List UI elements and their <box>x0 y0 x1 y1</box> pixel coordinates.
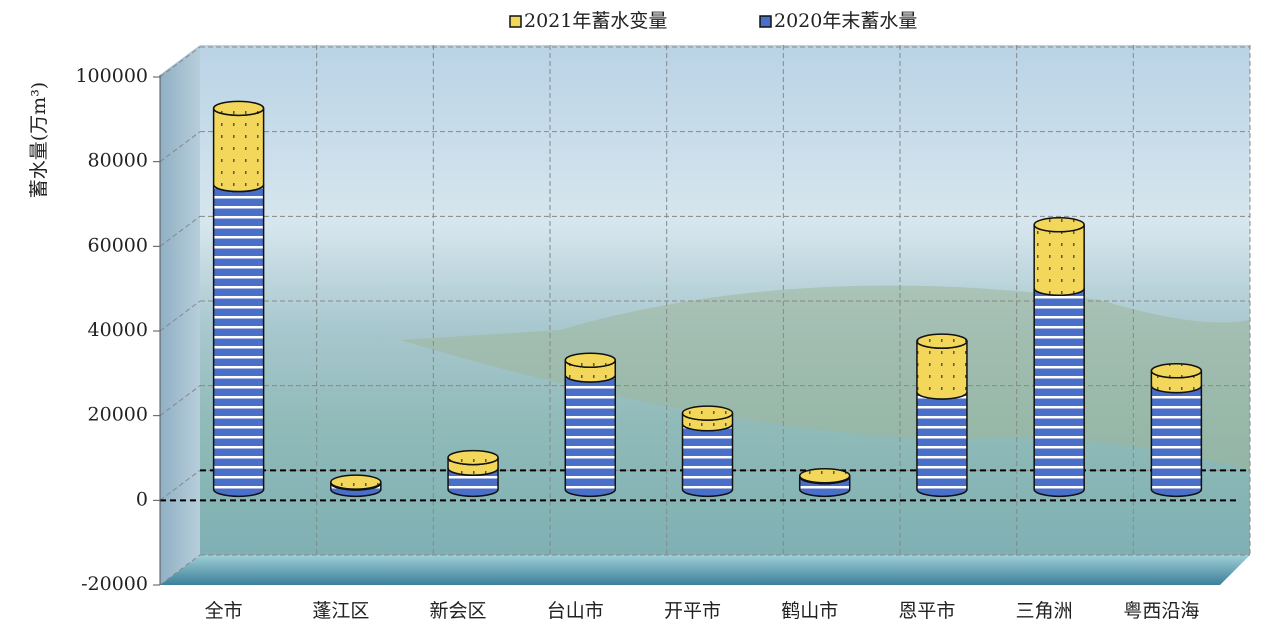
cylinder-segment <box>916 391 968 498</box>
x-tick-label: 粤西沿海 <box>1123 600 1199 622</box>
grid-line <box>159 300 201 332</box>
x-tick-label: 开平市 <box>664 600 721 622</box>
legend-label: 2021年蓄水变量 <box>524 10 667 32</box>
legend-swatch <box>509 15 522 28</box>
x-tick-label: 鹤山市 <box>781 600 838 622</box>
cylinder-top <box>798 468 851 484</box>
x-tick-label: 恩平市 <box>898 600 955 622</box>
y-tick-label: 0 <box>136 488 148 510</box>
floor <box>160 555 1250 585</box>
cylinder-segment <box>564 374 617 498</box>
cylinder-top <box>1150 363 1203 379</box>
x-tick-label: 新会区 <box>430 600 487 622</box>
x-tick-label: 蓬江区 <box>312 600 369 622</box>
legend-swatch <box>759 15 772 28</box>
side-wall <box>160 45 200 585</box>
y-tick-label: 80000 <box>88 150 148 172</box>
cylinder-segment <box>212 108 265 193</box>
cylinder-segment <box>916 340 968 400</box>
cylinder-top <box>212 100 265 117</box>
cylinder-segment <box>1150 385 1203 498</box>
grid-line <box>159 385 201 417</box>
y-tick-label: 100000 <box>75 65 148 87</box>
grid-line <box>159 46 201 78</box>
cylinder-segment <box>681 423 734 498</box>
cylinder-segment <box>1033 288 1085 498</box>
y-tick-label: 20000 <box>88 404 148 426</box>
cylinder-top <box>916 333 968 349</box>
cylinder-top <box>681 405 734 421</box>
grid-line <box>159 554 201 586</box>
legend-label: 2020年末蓄水量 <box>774 10 917 32</box>
y-axis-label: 蓄水量(万m³) <box>28 82 50 198</box>
x-tick-label: 三角洲 <box>1016 600 1073 622</box>
x-tick-label: 全市 <box>205 600 243 622</box>
y-tick-label: -20000 <box>81 573 148 595</box>
grid-line <box>159 131 201 163</box>
cylinder-segment <box>212 184 265 498</box>
grid-line <box>159 215 201 247</box>
grid-line <box>159 469 201 501</box>
cylinder-top <box>1033 217 1085 233</box>
y-tick-label: 60000 <box>88 234 148 256</box>
y-tick-label: 40000 <box>88 319 148 341</box>
cylinder-top <box>447 449 499 466</box>
cylinder-top <box>330 474 382 490</box>
x-tick-label: 台山市 <box>547 600 604 622</box>
cylinder-top <box>564 352 617 368</box>
cylinder-segment <box>1033 224 1085 296</box>
